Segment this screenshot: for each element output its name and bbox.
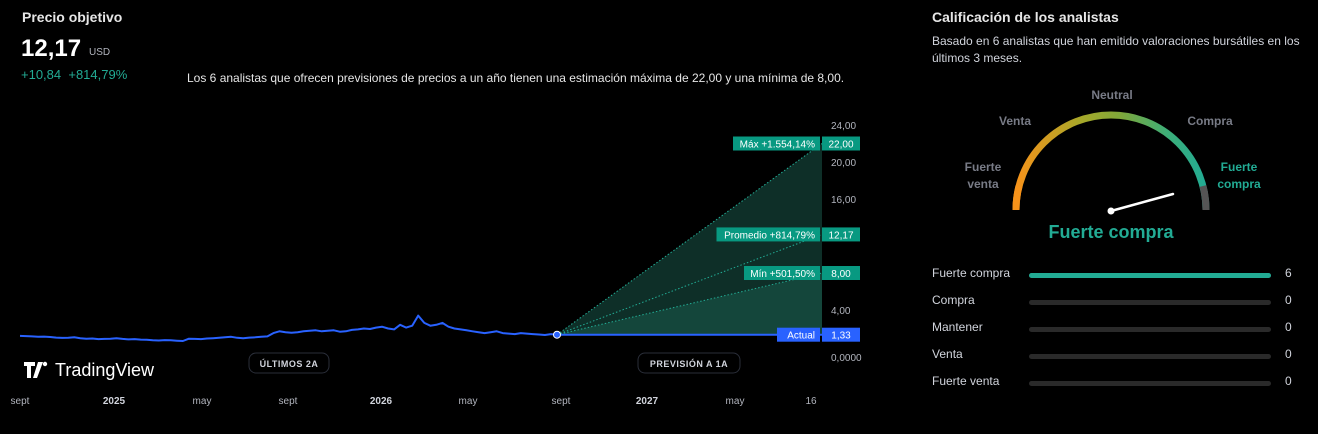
history-pill-label: ÚLTIMOS 2A: [260, 358, 319, 369]
forecast-labels: Máx +1.554,14% 22,00 Promedio +814,79% 12,1…: [716, 136, 860, 342]
forecast-avg-value: 12,17: [828, 230, 853, 241]
x-tick-label: sept: [11, 396, 30, 407]
rating-row-count: 0: [1285, 293, 1292, 307]
rating-row-label: Compra: [932, 293, 975, 307]
rating-row-count: 0: [1285, 374, 1292, 388]
tradingview-logo-icon: [24, 362, 43, 378]
target-price: 12,17: [21, 35, 82, 62]
x-tick-label: sept: [279, 396, 298, 407]
forecast-min-value: 8,00: [831, 269, 851, 280]
forecast-actual-value-bg: [822, 327, 860, 342]
forecast-avg-value-bg: [822, 227, 860, 242]
gauge-label-buy: Compra: [1187, 114, 1233, 128]
gauge-label-neutral: Neutral: [1091, 88, 1132, 102]
forecast-pill-label: PREVISIÓN A 1A: [650, 358, 728, 369]
x-tick-label: 2026: [370, 396, 393, 407]
forecast-actual-label: Actual: [787, 331, 815, 342]
gauge-label-strong-buy-2: compra: [1217, 177, 1261, 191]
price-target-title: Precio objetivo: [22, 9, 123, 25]
current-point: [553, 330, 561, 339]
y-tick-label: 20,00: [831, 158, 856, 169]
forecast-area: [556, 143, 823, 336]
x-axis: sept 2025 may sept 2026 may sept 2027 may 16: [11, 396, 817, 407]
rating-row-label: Mantener: [932, 320, 983, 334]
change-abs: +10,84: [21, 67, 62, 82]
y-tick-label: 0,0000: [831, 353, 862, 364]
forecast-summary: Los 6 analistas que ofrecen previsiones …: [187, 71, 845, 85]
tradingview-logo[interactable]: TradingView: [24, 360, 155, 380]
rating-row: Mantener 0: [932, 320, 1292, 338]
forecast-max-value-bg: [822, 136, 860, 151]
rating-row-label: Fuerte compra: [932, 266, 1011, 280]
x-tick-label: 2027: [636, 396, 659, 407]
y-tick-label: 4,00: [831, 306, 851, 317]
rating-row: Fuerte venta 0: [932, 374, 1292, 392]
rating-row-track: [1029, 300, 1271, 305]
forecast-min-bg: [744, 266, 820, 280]
rating-row-track: [1029, 354, 1271, 359]
gauge-label-sell: Venta: [999, 114, 1031, 128]
y-axis: 24,00 20,00 16,00 4,00 0,0000: [831, 121, 862, 364]
rating-row-track: [1029, 273, 1271, 278]
forecast-pill[interactable]: PREVISIÓN A 1A: [637, 352, 741, 374]
gauge-label-strong-sell-1: Fuerte: [965, 160, 1002, 174]
rating-row-count: 0: [1285, 347, 1292, 361]
rating-row-count: 6: [1285, 266, 1292, 280]
rating-row-label: Fuerte venta: [932, 374, 1000, 388]
tradingview-logo-dot: [42, 361, 48, 367]
forecast-max-label: Máx +1.554,14%: [740, 140, 815, 151]
tradingview-wordmark: TradingView: [55, 360, 155, 380]
forecast-actual-bg: [777, 327, 820, 342]
forecast-max-bg: [733, 136, 820, 151]
forecast-min-value-bg: [822, 266, 860, 280]
rating-row: Compra 0: [932, 293, 1292, 311]
x-tick-label: may: [459, 396, 478, 407]
rating-row-count: 0: [1285, 320, 1292, 334]
forecast-avg-label: Promedio +814,79%: [724, 230, 815, 241]
gauge-arc-right-cap: [1199, 185, 1210, 211]
gauge-arc: [1012, 111, 1210, 211]
x-tick-label: 2025: [103, 396, 126, 407]
y-tick-label: 24,00: [831, 121, 856, 132]
rating-row: Venta 0: [932, 347, 1292, 365]
rating-gauge: Fuerte venta Venta Neutral Compra Fuerte…: [965, 88, 1261, 215]
forecast-actual-value: 1,33: [831, 331, 851, 342]
forecast-avg-bg: [716, 227, 820, 242]
x-tick-label: may: [193, 396, 212, 407]
rating-row-track: [1029, 327, 1271, 332]
rating-row-fill: [1029, 273, 1271, 278]
change-row: +10,84 +814,79%: [21, 67, 127, 82]
history-series: [19, 314, 558, 342]
change-pct: +814,79%: [68, 67, 128, 82]
overall-rating: Fuerte compra: [1048, 222, 1174, 242]
history-pill[interactable]: ÚLTIMOS 2A: [248, 352, 330, 374]
currency: USD: [89, 47, 111, 58]
x-tick-label: sept: [552, 396, 571, 407]
forecast-min-label: Mín +501,50%: [750, 269, 815, 280]
forecast-max-value: 22,00: [828, 140, 853, 151]
rating-row: Fuerte compra 6: [932, 266, 1292, 284]
gauge-pivot: [1107, 207, 1115, 215]
gauge-label-strong-buy-1: Fuerte: [1221, 160, 1258, 174]
analyst-rating-subtitle: Basado en 6 analistas que han emitido va…: [932, 34, 1300, 65]
gauge-arc-left-cap: [1012, 185, 1023, 211]
gauge-needle: [1109, 192, 1175, 213]
analyst-rating-title: Calificación de los analistas: [932, 9, 1119, 25]
y-tick-label: 16,00: [831, 195, 856, 206]
x-tick-label: may: [726, 396, 745, 407]
rating-row-track: [1029, 381, 1271, 386]
rating-row-label: Venta: [932, 347, 963, 361]
x-tick-label: 16: [805, 396, 817, 407]
gauge-label-strong-sell-2: venta: [967, 177, 999, 191]
